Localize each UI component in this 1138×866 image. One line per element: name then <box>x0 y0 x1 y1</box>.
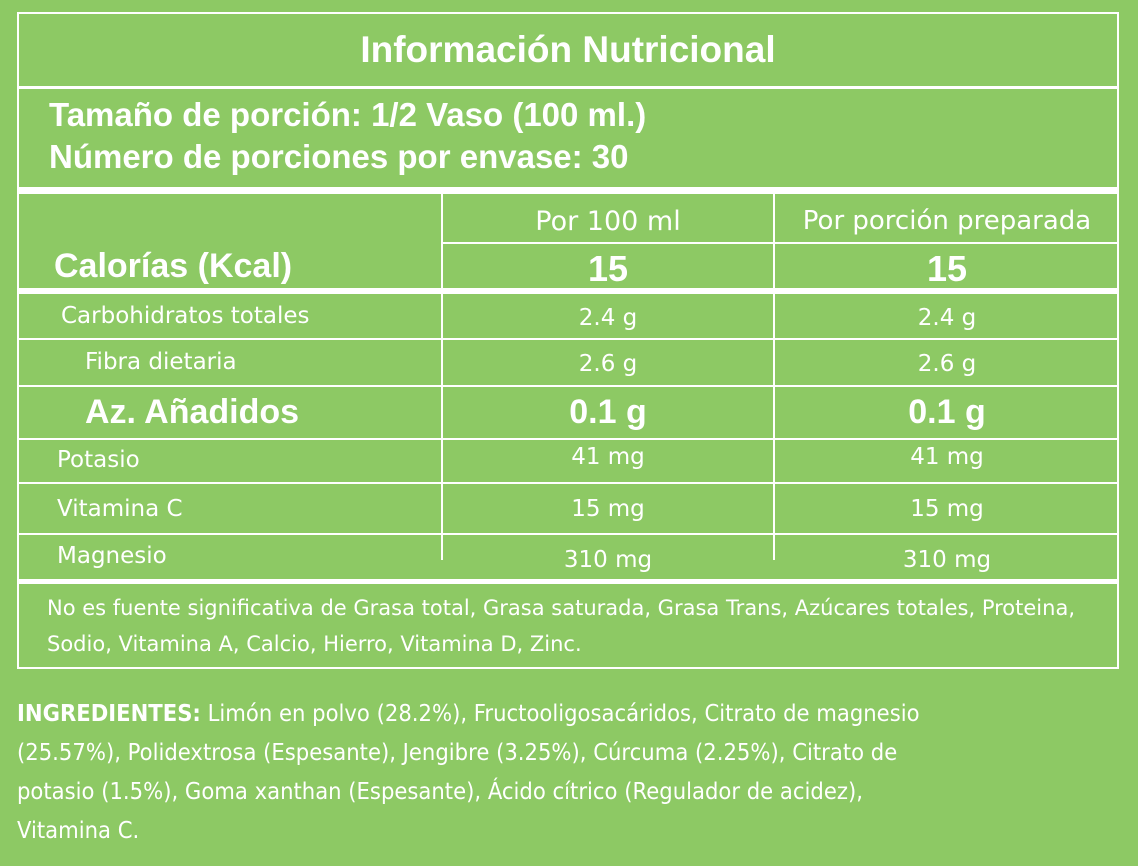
divider <box>19 438 1117 440</box>
calories-per-serving: 15 <box>926 248 968 289</box>
nutrient-value: 2.4 g <box>917 305 977 331</box>
divider <box>19 187 1117 194</box>
calories-per-100ml: 15 <box>587 248 629 289</box>
nutrient-value: 41 mg <box>571 444 645 470</box>
nutrient-label: Fibra dietaria <box>85 349 237 375</box>
column-divider <box>441 194 443 560</box>
ingredients-text: INGREDIENTES: Limón en polvo (28.2%), Fr… <box>17 695 937 851</box>
col-header-per-serving: Por porción preparada <box>802 206 1092 236</box>
nutrient-value: 15 mg <box>571 496 645 522</box>
nutrient-value: 41 mg <box>910 444 984 470</box>
nutrient-value: 0.1 g <box>908 392 986 431</box>
divider <box>19 579 1117 584</box>
disclaimer-note: No es fuente significativa de Grasa tota… <box>47 596 1075 656</box>
divider <box>19 288 1117 294</box>
panel-title: Información Nutricional <box>19 14 1117 89</box>
calories-label: Calorías (Kcal) <box>54 246 293 285</box>
serving-size: Tamaño de porción: 1/2 Vaso (100 ml.) <box>49 96 647 133</box>
nutrient-value: 15 mg <box>910 496 984 522</box>
nutrient-label: Vitamina C <box>57 496 183 522</box>
nutrient-value: 2.6 g <box>917 351 977 377</box>
nutrient-value: 2.4 g <box>578 305 638 331</box>
nutrient-label: Az. Añadidos <box>85 392 300 431</box>
divider <box>443 242 1117 244</box>
servings-per-container: Número de porciones por envase: 30 <box>49 138 629 175</box>
divider <box>19 385 1117 387</box>
ingredients-label: INGREDIENTES: <box>17 701 201 727</box>
nutrient-label: Carbohidratos totales <box>61 303 310 329</box>
column-divider <box>773 194 775 560</box>
divider <box>19 533 1117 535</box>
divider <box>19 482 1117 484</box>
nutrient-label: Magnesio <box>57 543 167 569</box>
divider <box>19 338 1117 340</box>
nutrient-label: Potasio <box>57 447 140 473</box>
col-header-per-100ml: Por 100 ml <box>535 205 681 237</box>
serving-info: Tamaño de porción: 1/2 Vaso (100 ml.) Nú… <box>49 94 646 178</box>
nutrient-value: 310 mg <box>563 547 653 573</box>
nutrient-value: 2.6 g <box>578 351 638 377</box>
nutrient-value: 0.1 g <box>569 392 647 431</box>
nutrient-value: 310 mg <box>902 547 992 573</box>
ingredients-list: Limón en polvo (28.2%), Fructooligosacár… <box>17 701 920 844</box>
nutrition-facts-panel: Información Nutricional Tamaño de porció… <box>17 12 1119 669</box>
